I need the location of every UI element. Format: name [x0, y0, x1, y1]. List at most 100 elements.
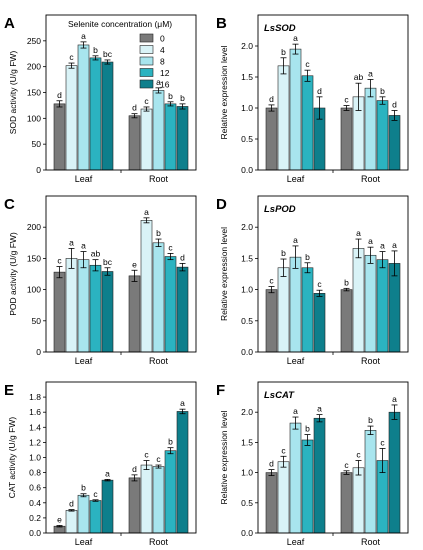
y-tick-label: 0.6: [29, 483, 41, 493]
bar-leaf-12: [89, 264, 102, 353]
y-axis-label: Relative expression level: [219, 45, 229, 139]
bar-leaf-4: [277, 267, 290, 353]
y-tick-label: 0.4: [29, 498, 41, 508]
significance-letter: bc: [103, 49, 113, 59]
x-category-label: Leaf: [287, 537, 305, 547]
bar-root-12: [376, 100, 389, 171]
significance-letter: b: [180, 93, 185, 103]
significance-letter: c: [144, 450, 149, 460]
y-tick-label: 0.2: [29, 513, 41, 523]
significance-letter: a: [69, 237, 74, 247]
significance-letter: c: [93, 489, 98, 499]
significance-letter: a: [380, 241, 385, 251]
significance-letter: d: [180, 252, 185, 262]
bar-leaf-4: [65, 65, 78, 171]
y-tick-label: 2.0: [241, 407, 253, 417]
legend-label-8: 8: [160, 57, 165, 67]
legend-label-16: 16: [160, 80, 170, 90]
x-category-label: Root: [361, 174, 381, 184]
x-category-label: Leaf: [287, 174, 305, 184]
significance-letter: c: [269, 275, 274, 285]
y-tick-label: 0.5: [241, 134, 253, 144]
significance-letter: a: [180, 398, 185, 408]
y-tick-label: 100: [27, 285, 41, 295]
bar-leaf-16: [101, 271, 114, 353]
bar-root-16: [388, 411, 401, 534]
significance-letter: b: [380, 86, 385, 96]
bar-leaf-16: [101, 479, 114, 534]
bar-root-16: [388, 263, 401, 353]
significance-letter: d: [57, 90, 62, 100]
y-tick-label: 1.8: [29, 392, 41, 402]
panel-d: D LsPOD 0.0 0.5 1.0 1.5 2.0 Relative expression…: [216, 195, 409, 366]
significance-letter: b: [368, 415, 373, 425]
significance-letter: a: [105, 468, 110, 478]
significance-letter: c: [344, 95, 349, 105]
significance-letter: c: [144, 96, 149, 106]
x-category-label: Root: [149, 174, 169, 184]
legend-swatch-16: [139, 79, 154, 89]
bar-leaf-0: [53, 271, 66, 353]
bar-root-4: [140, 464, 153, 534]
bar-root-8: [364, 430, 377, 534]
significance-letter: e: [57, 514, 62, 524]
x-category-label: Leaf: [75, 174, 93, 184]
significance-letter: d: [392, 99, 397, 109]
bar-root-16: [388, 115, 401, 171]
y-tick-label: 100: [27, 113, 41, 123]
x-category-label: Root: [361, 356, 381, 366]
bar-root-8: [152, 466, 165, 534]
significance-letter: a: [156, 77, 161, 87]
bar-leaf-12: [301, 267, 314, 353]
bar-leaf-4: [65, 510, 78, 534]
y-tick-label: 150: [27, 253, 41, 263]
bar-leaf-8: [289, 422, 302, 534]
panel-letter-b: B: [216, 15, 227, 32]
legend-swatch-8: [139, 56, 154, 66]
bar-leaf-4: [65, 258, 78, 353]
panel-f: F LsCAT 0.0 0.5 1.0 1.5 2.0 Relative expression…: [216, 381, 409, 547]
bar-root-12: [164, 103, 177, 171]
significance-letter: c: [380, 437, 385, 447]
significance-letter: d: [317, 86, 322, 96]
significance-letter: c: [168, 242, 173, 252]
legend-label-0: 0: [160, 34, 165, 44]
y-tick-label: 0: [36, 347, 41, 357]
y-tick-label: 1.4: [29, 422, 41, 432]
significance-letter: a: [144, 207, 149, 217]
significance-letter: b: [281, 248, 286, 258]
significance-letter: b: [305, 424, 310, 434]
y-tick-label: 1.5: [241, 72, 253, 82]
y-axis-label: Relative expression level: [219, 227, 229, 321]
significance-letter: e: [132, 259, 137, 269]
bar-leaf-4: [277, 461, 290, 534]
bar-root-16: [176, 266, 189, 353]
x-category-label: Root: [149, 537, 169, 547]
significance-letter: c: [305, 59, 310, 69]
bar-leaf-8: [77, 259, 90, 353]
bar-leaf-8: [77, 494, 90, 534]
significance-letter: c: [356, 450, 361, 460]
significance-letter: c: [281, 445, 286, 455]
significance-letter: ab: [354, 72, 364, 82]
y-axis-label: POD activity (U/g FW): [8, 232, 18, 316]
significance-letter: d: [69, 499, 74, 509]
significance-letter: a: [368, 236, 373, 246]
significance-letter: b: [305, 252, 310, 262]
bar-root-8: [364, 87, 377, 171]
y-tick-label: 0.0: [29, 528, 41, 538]
panel-letter-a: A: [4, 15, 15, 32]
y-tick-label: 0.5: [241, 498, 253, 508]
bar-leaf-0: [265, 107, 278, 171]
significance-letter: c: [317, 279, 322, 289]
bar-root-12: [164, 256, 177, 353]
gene-label-f: LsCAT: [264, 390, 295, 401]
panel-letter-f: F: [216, 382, 225, 399]
bar-leaf-0: [265, 289, 278, 353]
y-tick-label: 50: [32, 139, 42, 149]
significance-letter: b: [93, 45, 98, 55]
significance-letter: c: [69, 52, 74, 62]
y-tick-label: 200: [27, 222, 41, 232]
bar-root-4: [140, 220, 153, 353]
